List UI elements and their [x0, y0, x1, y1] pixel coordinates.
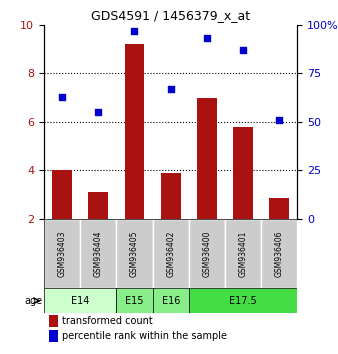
Text: GSM936405: GSM936405	[130, 230, 139, 276]
Point	[240, 47, 246, 53]
Bar	[152, 219, 189, 288]
Text: E14: E14	[71, 296, 89, 306]
Bar	[49, 315, 58, 327]
Bar	[116, 288, 152, 313]
Text: GSM936403: GSM936403	[57, 230, 67, 276]
Text: GSM936404: GSM936404	[94, 230, 103, 276]
Text: transformed count: transformed count	[62, 316, 152, 326]
Text: E16: E16	[162, 296, 180, 306]
Bar	[52, 170, 72, 219]
Text: E17.5: E17.5	[229, 296, 257, 306]
Point	[204, 35, 210, 41]
Bar	[116, 219, 152, 288]
Bar	[44, 219, 80, 288]
Bar	[161, 173, 180, 219]
Point	[276, 117, 282, 122]
Text: GSM936406: GSM936406	[275, 230, 284, 276]
Point	[168, 86, 173, 92]
Text: E15: E15	[125, 296, 144, 306]
Text: percentile rank within the sample: percentile rank within the sample	[62, 331, 227, 341]
Text: GSM936401: GSM936401	[239, 230, 248, 276]
Bar	[189, 219, 225, 288]
Bar	[261, 219, 297, 288]
Point	[59, 94, 65, 99]
Text: GSM936400: GSM936400	[202, 230, 211, 276]
Bar	[44, 288, 116, 313]
Point	[96, 109, 101, 115]
Text: age: age	[24, 296, 42, 306]
Text: GSM936402: GSM936402	[166, 230, 175, 276]
Bar	[80, 219, 116, 288]
Bar	[269, 198, 289, 219]
Bar	[49, 331, 58, 342]
Bar	[88, 192, 108, 219]
Bar	[233, 127, 253, 219]
Bar	[225, 219, 261, 288]
Bar	[197, 97, 217, 219]
Point	[132, 28, 137, 33]
Bar	[189, 288, 297, 313]
Bar	[152, 288, 189, 313]
Bar	[124, 44, 144, 219]
Title: GDS4591 / 1456379_x_at: GDS4591 / 1456379_x_at	[91, 9, 250, 22]
